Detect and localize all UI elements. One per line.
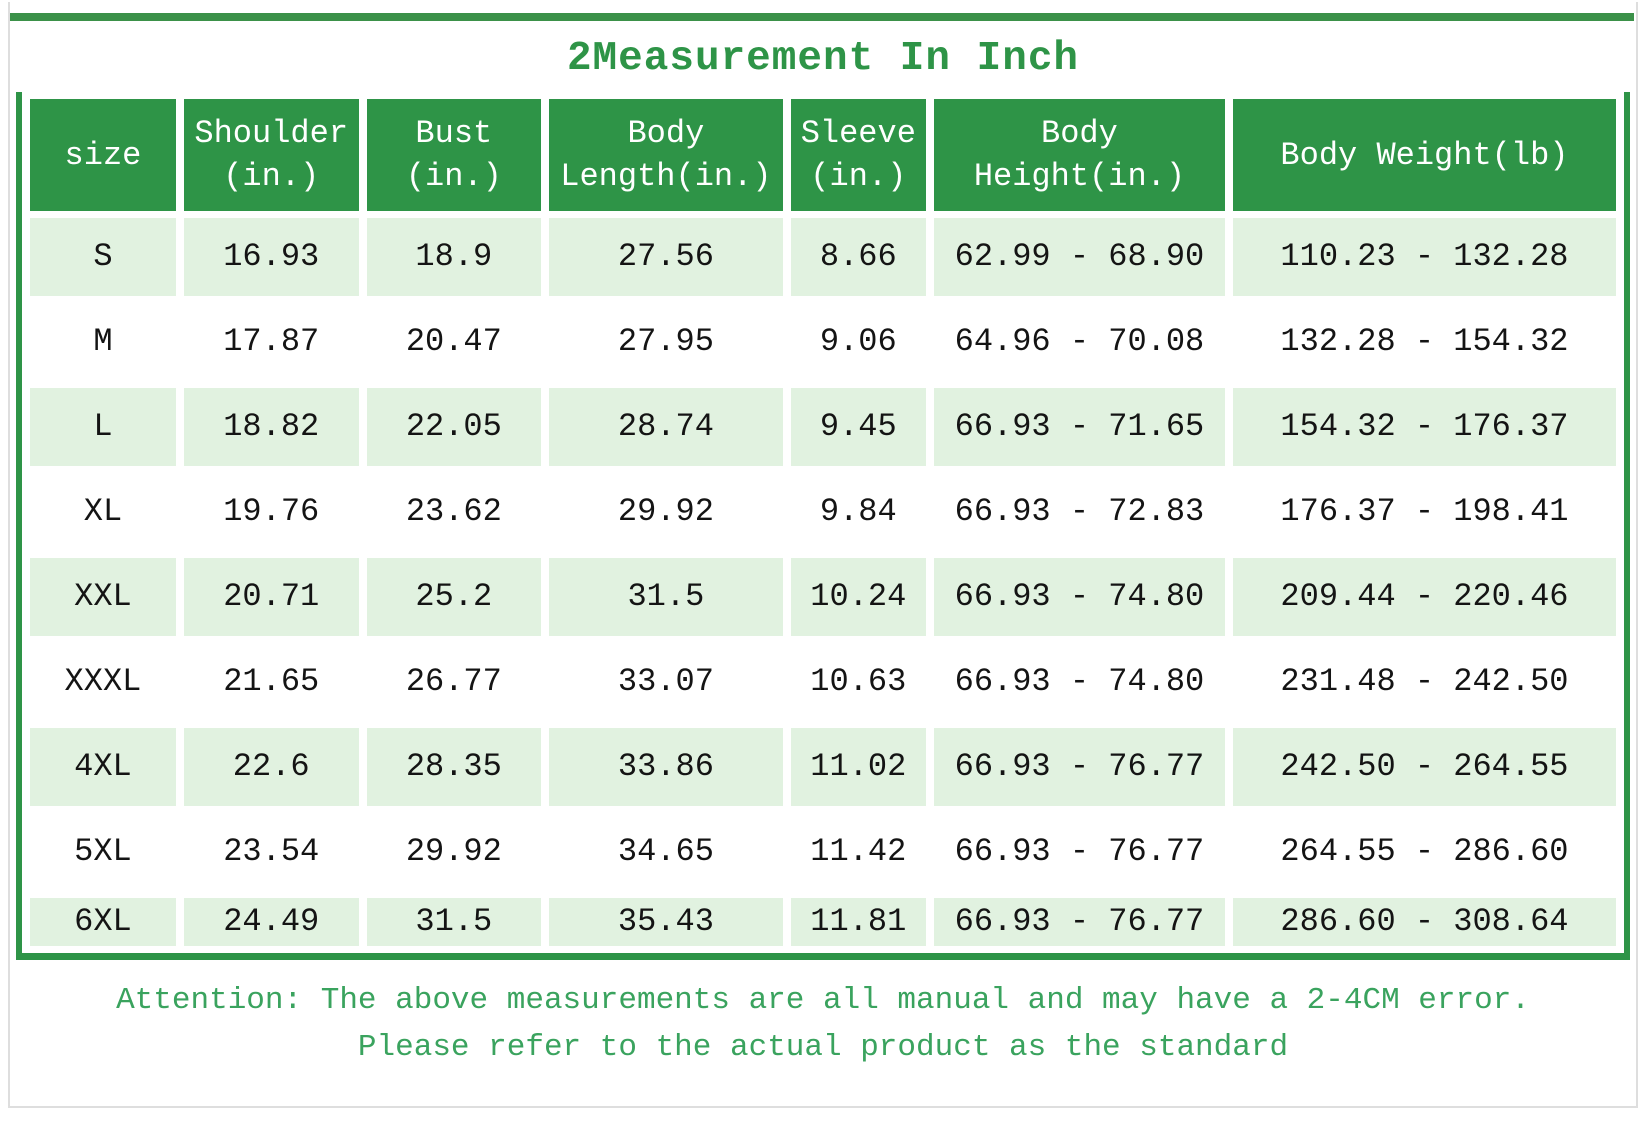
table-cell: 20.47 [366, 303, 542, 382]
table-cell: 16.93 [183, 218, 359, 297]
table-cell: 33.07 [549, 643, 783, 722]
size-label-cell: L [30, 388, 176, 467]
table-cell: 35.43 [549, 898, 783, 947]
table-cell: 62.99 - 68.90 [933, 218, 1225, 297]
column-header: Body Height(in.) [933, 99, 1225, 212]
table-cell: 9.06 [790, 303, 926, 382]
table-cell: 27.95 [549, 303, 783, 382]
table-cell: 28.74 [549, 388, 783, 467]
column-header: Shoulder (in.) [183, 99, 359, 212]
table-cell: 33.86 [549, 728, 783, 807]
top-green-bar [10, 13, 1634, 21]
table-cell: 21.65 [183, 643, 359, 722]
table-cell: 176.37 - 198.41 [1232, 473, 1616, 552]
table-row: L 18.82 22.05 28.74 9.45 66.93 - 71.65 154.32 … [30, 388, 1616, 467]
table-row: M 17.87 20.47 27.95 9.06 64.96 - 70.08 132.28 … [30, 303, 1616, 382]
table-cell: 24.49 [183, 898, 359, 947]
table-cell: 9.45 [790, 388, 926, 467]
table-cell: 9.84 [790, 473, 926, 552]
table-cell: 18.9 [366, 218, 542, 297]
table-cell: 31.5 [549, 558, 783, 637]
table-cell: 286.60 - 308.64 [1232, 898, 1616, 947]
table-cell: 31.5 [366, 898, 542, 947]
table-row: 6XL 24.49 31.5 35.43 11.81 66.93 - 76.77 286.6… [30, 898, 1616, 947]
size-label-cell: 6XL [30, 898, 176, 947]
table-cell: 66.93 - 71.65 [933, 388, 1225, 467]
table-row: 4XL 22.6 28.35 33.86 11.02 66.93 - 76.77 242.5… [30, 728, 1616, 807]
table-cell: 66.93 - 76.77 [933, 728, 1225, 807]
column-header: size [30, 99, 176, 212]
table-cell: 10.24 [790, 558, 926, 637]
table-cell: 20.71 [183, 558, 359, 637]
size-chart-table-container: size Shoulder (in.) Bust (in.) Body Length(… [16, 92, 1630, 961]
size-label-cell: 4XL [30, 728, 176, 807]
column-header: Body Length(in.) [549, 99, 783, 212]
table-cell: 22.05 [366, 388, 542, 467]
column-header: Bust (in.) [366, 99, 542, 212]
size-label-cell: M [30, 303, 176, 382]
table-row: 5XL 23.54 29.92 34.65 11.42 66.93 - 76.77 264.… [30, 813, 1616, 892]
table-cell: 11.81 [790, 898, 926, 947]
table-cell: 11.42 [790, 813, 926, 892]
table-cell: 27.56 [549, 218, 783, 297]
table-cell: 64.96 - 70.08 [933, 303, 1225, 382]
size-label-cell: XXXL [30, 643, 176, 722]
table-cell: 66.93 - 74.80 [933, 558, 1225, 637]
table-cell: 66.93 - 76.77 [933, 898, 1225, 947]
size-label-cell: XXL [30, 558, 176, 637]
page-title: 2Measurement In Inch [566, 36, 1080, 82]
table-cell: 29.92 [549, 473, 783, 552]
table-cell: 66.93 - 72.83 [933, 473, 1225, 552]
table-cell: 25.2 [366, 558, 542, 637]
table-cell: 66.93 - 74.80 [933, 643, 1225, 722]
size-label-cell: 5XL [30, 813, 176, 892]
table-cell: 34.65 [549, 813, 783, 892]
size-label-cell: XL [30, 473, 176, 552]
table-cell: 11.02 [790, 728, 926, 807]
column-header: Body Weight(lb) [1232, 99, 1616, 212]
table-row: S 16.93 18.9 27.56 8.66 62.99 - 68.90 110.23 -… [30, 218, 1616, 297]
table-cell: 8.66 [790, 218, 926, 297]
attention-note: Attention: The above measurements are al… [0, 978, 1646, 1071]
table-row: XL 19.76 23.62 29.92 9.84 66.93 - 72.83 176.37… [30, 473, 1616, 552]
table-cell: 17.87 [183, 303, 359, 382]
table-cell: 19.76 [183, 473, 359, 552]
table-cell: 264.55 - 286.60 [1232, 813, 1616, 892]
table-cell: 209.44 - 220.46 [1232, 558, 1616, 637]
size-label-cell: S [30, 218, 176, 297]
attention-note-line2: Please refer to the actual product as th… [357, 1029, 1289, 1065]
table-cell: 110.23 - 132.28 [1232, 218, 1616, 297]
attention-note-line1: Attention: The above measurements are al… [116, 983, 1530, 1019]
size-chart-table: size Shoulder (in.) Bust (in.) Body Length(… [22, 92, 1624, 953]
table-cell: 22.6 [183, 728, 359, 807]
table-row: XXXL 21.65 26.77 33.07 10.63 66.93 - 74.80 231… [30, 643, 1616, 722]
header-row: size Shoulder (in.) Bust (in.) Body Length(… [30, 99, 1616, 212]
table-cell: 29.92 [366, 813, 542, 892]
table-row: XXL 20.71 25.2 31.5 10.24 66.93 - 74.80 209.44… [30, 558, 1616, 637]
table-cell: 66.93 - 76.77 [933, 813, 1225, 892]
table-cell: 154.32 - 176.37 [1232, 388, 1616, 467]
table-cell: 231.48 - 242.50 [1232, 643, 1616, 722]
table-cell: 26.77 [366, 643, 542, 722]
table-cell: 242.50 - 264.55 [1232, 728, 1616, 807]
column-header: Sleeve (in.) [790, 99, 926, 212]
table-cell: 132.28 - 154.32 [1232, 303, 1616, 382]
table-cell: 28.35 [366, 728, 542, 807]
table-cell: 10.63 [790, 643, 926, 722]
table-cell: 23.62 [366, 473, 542, 552]
table-cell: 23.54 [183, 813, 359, 892]
table-cell: 18.82 [183, 388, 359, 467]
